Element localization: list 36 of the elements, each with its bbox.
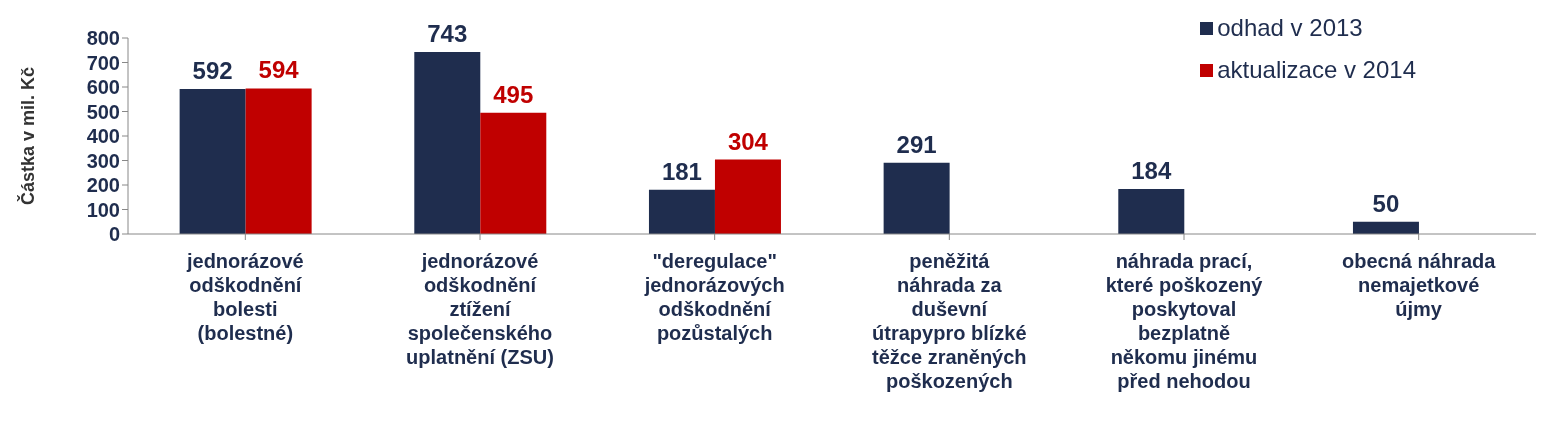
data-label: 304 [727, 127, 769, 155]
y-tick-label: 200 [86, 174, 120, 197]
data-label: 50 [1372, 189, 1400, 217]
x-tick-label: jednorázové odškodnění bolesti (bolestné) [185, 250, 304, 344]
bar [883, 162, 950, 234]
x-tick-label: peněžitá náhrada za duševní útrapypro blízké těžce zraněných poškozených [872, 250, 1027, 392]
bar [245, 88, 312, 234]
data-label: 291 [896, 130, 937, 158]
y-tick-label: 400 [86, 125, 120, 148]
legend-label: odhad v 2013 [1217, 14, 1363, 42]
data-label: 594 [258, 56, 300, 84]
bar [1352, 221, 1419, 234]
bar [714, 159, 781, 234]
data-label: 743 [427, 19, 468, 47]
x-tick-label: "deregulace" jednorázových odškodnění pozůstalých [643, 250, 785, 344]
x-tick-label: jednorázové odškodnění ztížení společenského uplatnění (ZSU) [406, 250, 554, 368]
bar [1118, 188, 1185, 234]
y-tick-label: 600 [86, 76, 120, 99]
y-tick-label: 700 [86, 51, 120, 74]
bar [179, 88, 246, 234]
data-label: 495 [493, 80, 534, 108]
legend-label: aktualizace v 2014 [1217, 56, 1416, 84]
bar [648, 189, 715, 234]
bar [414, 51, 481, 234]
y-tick-label: 0 [108, 223, 120, 246]
x-tick-label: náhrada prací, které poškozený poskytoval bezplatně někomu jinému před nehodou [1105, 250, 1264, 392]
bar [480, 112, 547, 234]
y-tick-label: 300 [86, 149, 120, 172]
y-tick-label: 800 [86, 27, 120, 50]
data-label: 592 [192, 56, 233, 84]
y-axis-title: Částka v mil. Kč [17, 66, 39, 206]
data-label: 181 [661, 157, 702, 185]
y-tick-label: 500 [86, 100, 120, 123]
y-tick-label: 100 [86, 198, 120, 221]
x-tick-label: obecná náhrada nemajetkové újmy [1341, 250, 1497, 320]
data-label: 184 [1131, 156, 1172, 184]
